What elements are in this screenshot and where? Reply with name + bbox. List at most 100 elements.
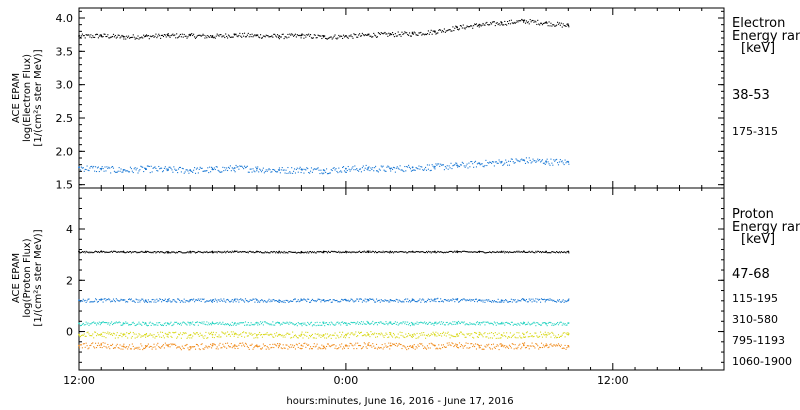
data-point [490, 300, 492, 302]
data-point [503, 301, 505, 303]
data-point [252, 323, 254, 326]
data-point [439, 321, 441, 323]
data-point [390, 342, 392, 344]
data-point [431, 343, 433, 345]
data-point [433, 30, 435, 32]
proton-legend-entry: 1060-1900 [732, 355, 792, 368]
data-point [246, 251, 248, 253]
data-point [454, 27, 456, 29]
data-point [199, 349, 201, 351]
data-point [166, 301, 168, 303]
data-point [502, 299, 504, 301]
data-point [231, 333, 233, 335]
data-point [534, 252, 536, 254]
data-point [99, 346, 101, 348]
data-point [262, 35, 264, 37]
data-point [565, 348, 567, 350]
data-point [118, 167, 120, 169]
data-point [178, 166, 181, 169]
data-point [224, 167, 226, 169]
data-point [535, 250, 537, 252]
data-point [331, 169, 333, 172]
data-point [365, 164, 367, 166]
data-point [98, 321, 100, 323]
data-point [433, 300, 435, 302]
data-point [215, 348, 217, 350]
data-point [429, 251, 431, 253]
data-point [187, 336, 189, 338]
data-point [212, 299, 214, 301]
data-point [336, 334, 338, 336]
data-point [211, 36, 214, 38]
data-point [329, 36, 331, 38]
data-point [498, 349, 500, 351]
data-point [351, 298, 353, 301]
data-point [194, 346, 196, 348]
data-point [293, 323, 295, 325]
data-point [356, 348, 358, 350]
data-point [240, 165, 242, 167]
data-point [354, 344, 356, 346]
data-point [154, 35, 156, 37]
data-point [549, 25, 551, 27]
data-point [359, 323, 362, 325]
data-point [118, 335, 120, 337]
data-point [124, 333, 126, 335]
data-point [110, 301, 112, 303]
data-point [501, 23, 503, 25]
data-point [245, 166, 247, 168]
data-point [83, 170, 85, 172]
data-point [189, 33, 191, 35]
data-point [182, 168, 184, 170]
data-point [133, 251, 135, 253]
data-point [353, 33, 355, 35]
data-point [159, 252, 161, 254]
data-point [206, 346, 208, 348]
data-point [506, 345, 508, 347]
data-point [102, 301, 104, 303]
data-point [507, 160, 510, 162]
data-point [516, 348, 518, 350]
data-point [544, 322, 546, 324]
data-point [374, 332, 376, 334]
data-point [331, 250, 333, 252]
data-point [195, 36, 198, 38]
data-point [96, 251, 99, 253]
data-point [370, 344, 372, 346]
data-point [531, 323, 533, 325]
data-point [317, 348, 319, 350]
data-point [146, 35, 148, 37]
data-point [177, 323, 179, 325]
data-point [310, 348, 313, 350]
data-point [500, 162, 502, 164]
data-point [554, 25, 556, 27]
proton-legend-entry: 47-68 [732, 267, 770, 282]
data-point [408, 251, 410, 253]
data-point [479, 164, 481, 166]
data-point [244, 167, 247, 169]
data-point [557, 252, 560, 254]
data-point [177, 298, 179, 300]
data-point [294, 172, 296, 174]
data-point [221, 252, 223, 254]
y-tick-label: 3.0 [56, 79, 74, 92]
data-point [378, 347, 380, 349]
data-point [107, 299, 109, 301]
data-point [127, 301, 129, 303]
data-point [329, 346, 331, 348]
data-point [566, 333, 568, 335]
data-point [260, 251, 262, 253]
data-point [410, 346, 412, 348]
data-point [166, 170, 168, 172]
data-point [337, 321, 339, 323]
data-point [183, 333, 185, 335]
data-point [425, 337, 427, 339]
data-point [546, 299, 548, 301]
data-point [312, 346, 314, 348]
data-point [229, 251, 231, 253]
data-point [312, 37, 314, 39]
data-point [527, 321, 529, 323]
data-point [509, 332, 511, 334]
proton-legend-entry: 795-1193 [732, 334, 785, 347]
data-point [140, 323, 142, 325]
